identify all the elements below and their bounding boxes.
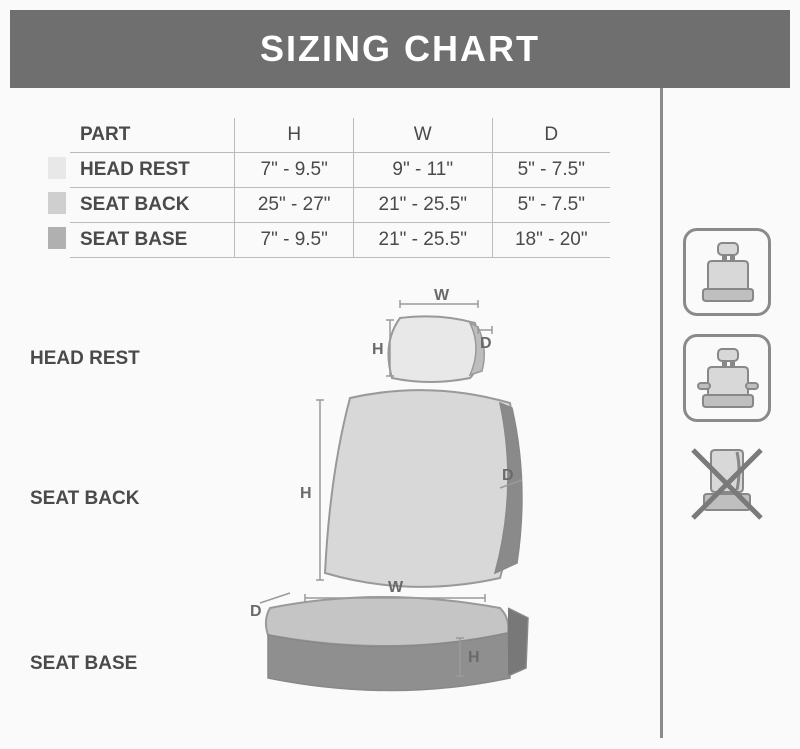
armrest-seat-icon: [692, 343, 762, 413]
col-w: W: [353, 118, 492, 153]
main-column: PART H W D HEAD REST 7" - 9.5" 9" - 11" …: [10, 88, 660, 738]
label-seatbase: SEAT BASE: [30, 653, 137, 675]
col-d: D: [492, 118, 610, 153]
cell-w: 21" - 25.5": [353, 223, 492, 258]
cell-w: 21" - 25.5": [353, 188, 492, 223]
dim-w: W: [434, 288, 450, 304]
label-headrest: HEAD REST: [30, 348, 140, 370]
label-seatback: SEAT BACK: [30, 488, 139, 510]
seat-diagram-icon: W D H H D: [200, 288, 600, 708]
cell-d: 18" - 20": [492, 223, 610, 258]
cell-h: 25" - 27": [235, 188, 354, 223]
dim-h: H: [300, 485, 312, 502]
cell-d: 5" - 7.5": [492, 188, 610, 223]
cell-part: SEAT BACK: [70, 188, 235, 223]
page-title: SIZING CHART: [260, 28, 540, 70]
cell-w: 9" - 11": [353, 153, 492, 188]
dim-h: H: [372, 341, 384, 358]
table-row: SEAT BASE 7" - 9.5" 21" - 25.5" 18" - 20…: [70, 223, 610, 258]
bucket-seat-icon: [692, 237, 762, 307]
table-header-row: PART H W D: [70, 118, 610, 153]
col-h: H: [235, 118, 354, 153]
integrated-belt-seat-icon: [683, 440, 771, 528]
content-row: PART H W D HEAD REST 7" - 9.5" 9" - 11" …: [0, 88, 800, 738]
header-bar: SIZING CHART: [10, 10, 790, 88]
dim-d: D: [502, 467, 514, 484]
thumb-ok-bucket: [683, 228, 771, 316]
dim-w: W: [388, 579, 404, 596]
dim-d: D: [250, 603, 262, 620]
dim-h: H: [468, 649, 480, 666]
dim-d: D: [480, 335, 492, 352]
cell-h: 7" - 9.5": [235, 153, 354, 188]
cell-part: SEAT BASE: [70, 223, 235, 258]
table-row: SEAT BACK 25" - 27" 21" - 25.5" 5" - 7.5…: [70, 188, 610, 223]
table-row: HEAD REST 7" - 9.5" 9" - 11" 5" - 7.5": [70, 153, 610, 188]
thumb-ok-armrest: [683, 334, 771, 422]
cell-part: HEAD REST: [70, 153, 235, 188]
cell-h: 7" - 9.5": [235, 223, 354, 258]
col-part: PART: [70, 118, 235, 153]
side-column: [660, 88, 790, 738]
diagram-area: HEAD REST SEAT BACK SEAT BASE W D H: [30, 288, 640, 718]
cell-d: 5" - 7.5": [492, 153, 610, 188]
sizing-table: PART H W D HEAD REST 7" - 9.5" 9" - 11" …: [70, 118, 610, 258]
thumb-not-compatible: [683, 440, 771, 528]
